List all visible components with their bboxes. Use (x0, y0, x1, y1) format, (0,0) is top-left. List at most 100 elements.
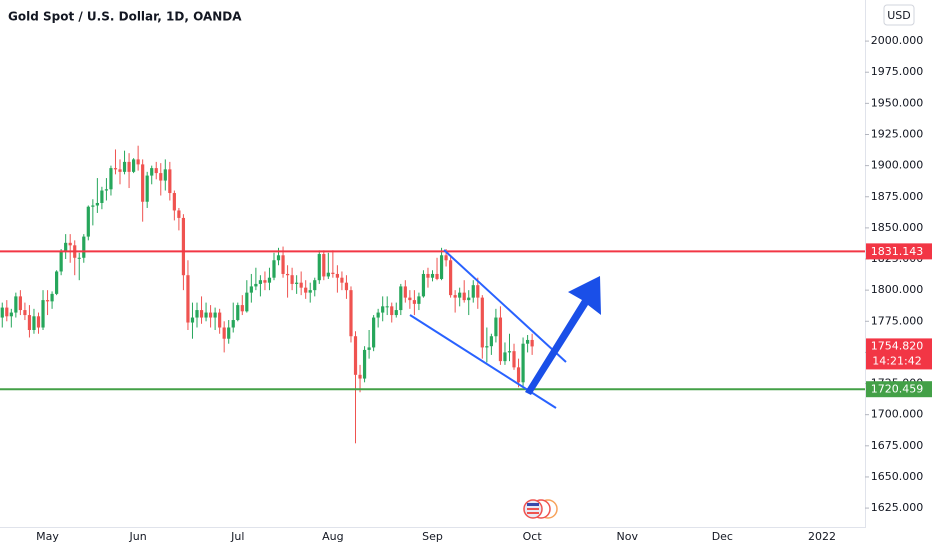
title-bg (6, 6, 268, 28)
candle-body (403, 286, 407, 298)
flag-part (527, 508, 539, 510)
candle-body (104, 189, 109, 191)
candle-body (376, 312, 380, 318)
candle-body (77, 257, 81, 259)
candle-body (358, 374, 362, 379)
candle-body (91, 205, 95, 207)
candle-body (100, 190, 104, 203)
chart-title: Gold Spot / U.S. Dollar, 1D, OANDA (8, 10, 242, 24)
candle-body (204, 312, 208, 318)
candle-body (399, 286, 403, 311)
candle-body (122, 161, 127, 172)
candle-body (55, 271, 59, 294)
candle-body (458, 292, 462, 298)
y-tick-label: 1700.000 (871, 408, 924, 421)
candle-body (462, 292, 466, 301)
candle-body (263, 280, 267, 283)
candle-body (136, 159, 140, 165)
candle-body (231, 320, 235, 328)
candle-body (489, 336, 493, 347)
candle-body (254, 283, 258, 287)
x-tick-label: Sep (422, 530, 443, 543)
candle-body (32, 316, 36, 330)
candle-body (507, 351, 512, 353)
candle-body (154, 168, 158, 174)
candle-body (163, 169, 167, 181)
candle-body (14, 296, 18, 313)
candle-body (285, 273, 290, 276)
currency-label[interactable]: USD (887, 9, 911, 22)
flag-part (527, 512, 539, 514)
event-icon (523, 499, 558, 519)
x-tick-label: Oct (523, 530, 543, 543)
candle-body (335, 273, 339, 278)
candle-body (27, 315, 32, 330)
candle-body (272, 260, 276, 278)
y-tick-label: 1950.000 (871, 96, 924, 109)
candle-body (245, 292, 249, 312)
candle-body (95, 202, 99, 206)
candle-body (0, 307, 4, 318)
candle-body (86, 206, 90, 237)
candle-body (467, 297, 471, 301)
candle-body (313, 280, 317, 291)
candle-body (181, 217, 186, 276)
candle-body (190, 317, 195, 323)
drawings (409, 249, 601, 409)
candle-body (516, 367, 521, 383)
y-tick-label: 1650.000 (871, 470, 924, 483)
candle-body (227, 327, 231, 339)
candle-body (118, 169, 122, 172)
candle-body (426, 273, 430, 278)
candle-body (299, 282, 303, 288)
y-tick-label: 1975.000 (871, 65, 924, 78)
candle-body (308, 290, 312, 293)
candle-body (304, 287, 308, 293)
last-price-label: 1754.820 (871, 339, 924, 352)
last-price-tag (866, 338, 932, 370)
y-tick-label: 1775.000 (871, 314, 924, 327)
candle-body (145, 175, 149, 202)
flag-part (527, 503, 539, 506)
y-tick-label: 1925.000 (871, 127, 924, 140)
candle-body (59, 251, 63, 272)
candle-body (195, 310, 199, 318)
candle-body (421, 273, 426, 297)
y-tick-label: 1625.000 (871, 501, 924, 514)
candle-body (317, 254, 321, 281)
candle-body (141, 164, 145, 202)
price-tag-label: 1831.143 (871, 245, 924, 258)
candle-body (362, 349, 367, 379)
candle-body (290, 275, 294, 284)
candle-body (150, 168, 154, 176)
currency-button[interactable] (883, 4, 915, 26)
x-tick-label: Aug (322, 530, 343, 543)
y-tick-label: 1800.000 (871, 283, 924, 296)
candle-body (326, 272, 330, 277)
candle-body (453, 295, 457, 298)
candle-body (186, 275, 190, 323)
candle-body (36, 316, 41, 328)
candle-body (68, 242, 72, 246)
candle-body (5, 307, 9, 317)
x-tick-label: Jun (129, 530, 147, 543)
y-tick-label: 1850.000 (871, 221, 924, 234)
candle-body (199, 310, 204, 318)
candle-body (267, 277, 272, 283)
candle-body (276, 255, 281, 261)
candle-body (222, 327, 226, 339)
candle-body (512, 351, 516, 368)
channel-line (443, 249, 567, 363)
candle-body (444, 255, 448, 261)
candle-body (50, 293, 54, 302)
candle-body (177, 210, 181, 218)
candle-body (480, 297, 484, 348)
candle-body (485, 346, 489, 348)
plot-area (0, 145, 865, 444)
candle-body (526, 339, 530, 344)
candle-body (353, 336, 358, 375)
candle-body (258, 280, 263, 284)
candle-body (82, 236, 86, 258)
candle-body (127, 161, 131, 172)
candle-body (45, 300, 50, 302)
